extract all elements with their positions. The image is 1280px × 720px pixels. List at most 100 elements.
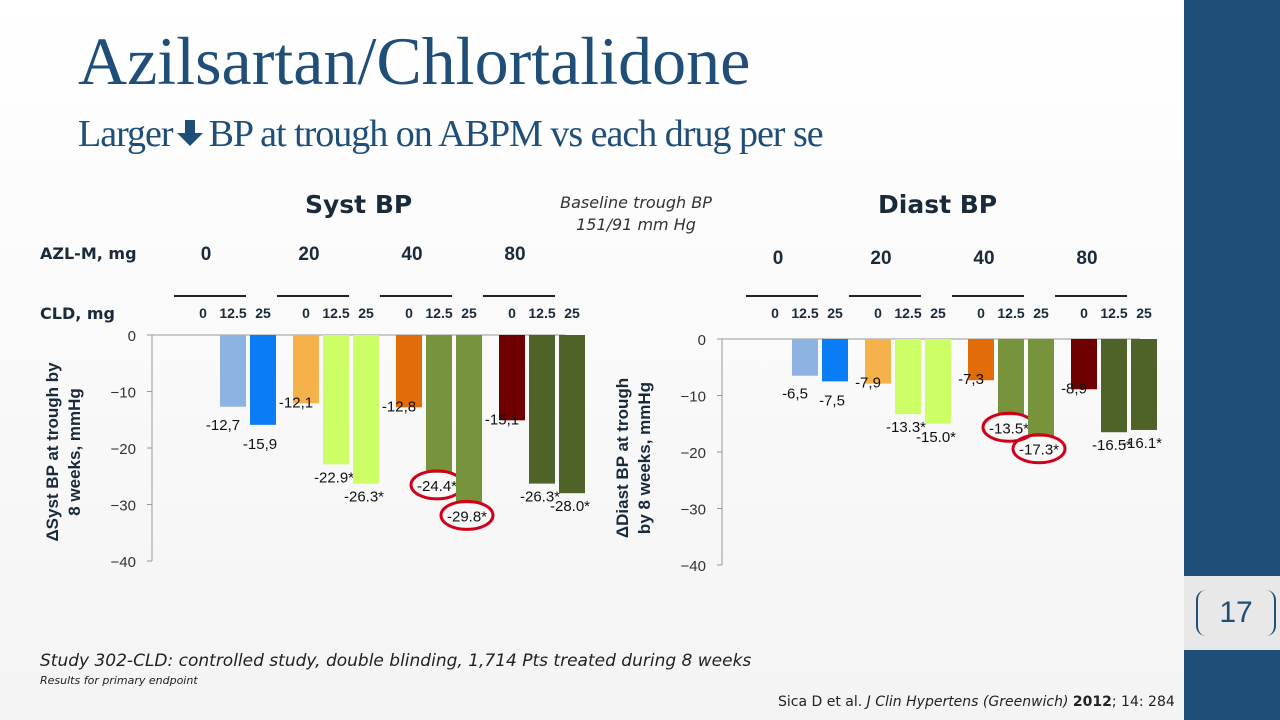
diast-bar [1028, 339, 1054, 437]
diast-cld-dose-label: 12.5 [997, 305, 1024, 321]
diast-cld-dose-label: 25 [1136, 305, 1152, 321]
syst-bar-value-label: -12,1 [279, 394, 313, 411]
cld-row-label: CLD, mg [40, 304, 115, 323]
syst-bar [220, 335, 246, 407]
syst-bar [353, 335, 379, 484]
syst-cld-dose-label: 25 [461, 305, 477, 321]
diast-bar [895, 339, 921, 415]
syst-bar [456, 335, 482, 504]
diast-cld-dose-label: 25 [930, 305, 946, 321]
syst-cld-dose-label: 0 [405, 305, 413, 321]
diast-cld-dose-label: 0 [1080, 305, 1088, 321]
diast-cld-dose-label: 0 [977, 305, 985, 321]
page-number-box [1184, 576, 1280, 650]
syst-y-tick-label: −10 [111, 385, 136, 402]
syst-bar-value-label: -15,9 [243, 436, 277, 453]
down-arrow-icon [176, 120, 203, 146]
diast-azl-dose-label: 40 [973, 248, 994, 269]
syst-bar-value-label: -12,8 [382, 398, 416, 415]
diast-y-tick-label: −30 [681, 502, 706, 519]
syst-y-tick-label: 0 [128, 328, 136, 345]
syst-chart-title: Syst BP [305, 190, 413, 219]
diast-cld-dose-label: 12.5 [791, 305, 818, 321]
syst-bar-value-label: -22.9* [314, 469, 354, 486]
diast-azl-dose-label: 80 [1076, 248, 1097, 269]
subtitle-post: BP at trough on ABPM vs each drug per se [208, 113, 824, 155]
diast-y-axis-label: ΔDiast BP at trough by 8 weeks, mmHg [613, 378, 654, 538]
syst-cld-dose-label: 25 [564, 305, 580, 321]
syst-azl-dose-label: 40 [401, 244, 422, 265]
azl-row-label: AZL-M, mg [40, 244, 137, 263]
syst-bar-value-label: -28.0* [550, 498, 590, 515]
diast-bar-value-label: -13.5* [989, 420, 1029, 437]
syst-bar-value-label: -29.8* [447, 508, 487, 525]
diast-bar-value-label: -17.3* [1019, 442, 1059, 459]
syst-bar [396, 335, 422, 408]
syst-highlight-ellipse [439, 499, 495, 531]
syst-bar-value-label: -26.3* [520, 489, 560, 506]
diast-azl-dose-label: 20 [870, 248, 891, 269]
citation-rest: ; 14: 284 [1111, 694, 1175, 710]
syst-cld-dose-label: 12.5 [322, 305, 349, 321]
diast-bar-value-label: -13.3* [886, 419, 926, 436]
diast-bar [1101, 339, 1127, 433]
diast-cld-dose-label: 25 [1033, 305, 1049, 321]
diast-cld-dose-label: 0 [874, 305, 882, 321]
syst-bar [426, 335, 452, 473]
diast-cld-dose-label: 25 [827, 305, 843, 321]
diast-cld-dose-label: 12.5 [894, 305, 921, 321]
syst-cld-dose-label: 0 [199, 305, 207, 321]
diast-bar [998, 339, 1024, 416]
diast-chart-title: Diast BP [878, 190, 998, 219]
citation-journal: J Clin Hypertens (Greenwich) [866, 694, 1069, 710]
syst-bar [559, 335, 585, 494]
syst-bar-value-label: -24.4* [417, 478, 457, 495]
study-footnote: Study 302-CLD: controlled study, double … [40, 651, 752, 671]
diast-bar-value-label: -8,9 [1061, 380, 1087, 397]
syst-y-axis-label-line2: 8 weeks, mmHg [65, 388, 84, 516]
syst-y-axis-label: ΔSyst BP at trough by 8 weeks, mmHg [43, 362, 84, 542]
diast-bar [1131, 339, 1157, 430]
diast-y-tick-label: −20 [681, 445, 706, 462]
diast-bar-value-label: -7,9 [855, 375, 881, 392]
diast-bar [968, 339, 994, 381]
syst-bar-value-label: -26.3* [344, 489, 384, 506]
syst-cld-dose-label: 25 [358, 305, 374, 321]
baseline-note: Baseline trough BP 151/91 mm Hg [548, 192, 724, 237]
diast-cld-dose-label: 12.5 [1100, 305, 1127, 321]
diast-cld-dose-label: 0 [771, 305, 779, 321]
primary-endpoint-note: Results for primary endpoint [40, 674, 198, 687]
diast-bar [925, 339, 951, 424]
diast-azl-dose-label: 0 [773, 248, 784, 269]
diast-bar [822, 339, 848, 382]
diast-bar [1071, 339, 1097, 390]
syst-cld-dose-label: 12.5 [425, 305, 452, 321]
syst-y-tick-label: −40 [111, 554, 136, 571]
diast-bar [792, 339, 818, 376]
citation-year: 2012 [1072, 694, 1112, 710]
syst-azl-dose-label: 20 [298, 244, 319, 265]
diast-bar-value-label: -15.0* [916, 429, 956, 446]
syst-azl-dose-label: 0 [201, 244, 212, 265]
diast-y-axis-label-line1: ΔDiast BP at trough [613, 378, 632, 538]
syst-y-tick-label: −30 [111, 498, 136, 515]
diast-y-tick-label: 0 [698, 332, 706, 349]
diast-bar-value-label: -16.5* [1092, 437, 1132, 454]
syst-cld-dose-label: 25 [255, 305, 271, 321]
syst-bar-value-label: -15,1 [485, 411, 519, 428]
diast-bar-value-label: -6,5 [782, 386, 808, 403]
syst-y-tick-label: −20 [111, 441, 136, 458]
slide-title: Azilsartan/Chlortalidone [78, 23, 751, 99]
syst-bar [323, 335, 349, 465]
page-number: 17 [1196, 590, 1276, 636]
baseline-line1: Baseline trough BP [560, 193, 712, 212]
diast-bar-value-label: -7,5 [819, 392, 845, 409]
syst-azl-dose-label: 80 [504, 244, 525, 265]
citation: Sica D et al. J Clin Hypertens (Greenwic… [778, 694, 1175, 710]
bar-charts: 0 −10 −20 −30 −40 ΔSyst BP at trough by 8 week… [43, 244, 1162, 575]
diast-highlight-ellipse [1011, 433, 1067, 465]
baseline-line2: 151/91 mm Hg [576, 215, 696, 235]
diast-bar-value-label: -16.1* [1122, 435, 1162, 452]
diast-y-axis-label-line2: by 8 weeks, mmHg [635, 382, 654, 534]
diast-y-tick-label: −10 [681, 389, 706, 406]
